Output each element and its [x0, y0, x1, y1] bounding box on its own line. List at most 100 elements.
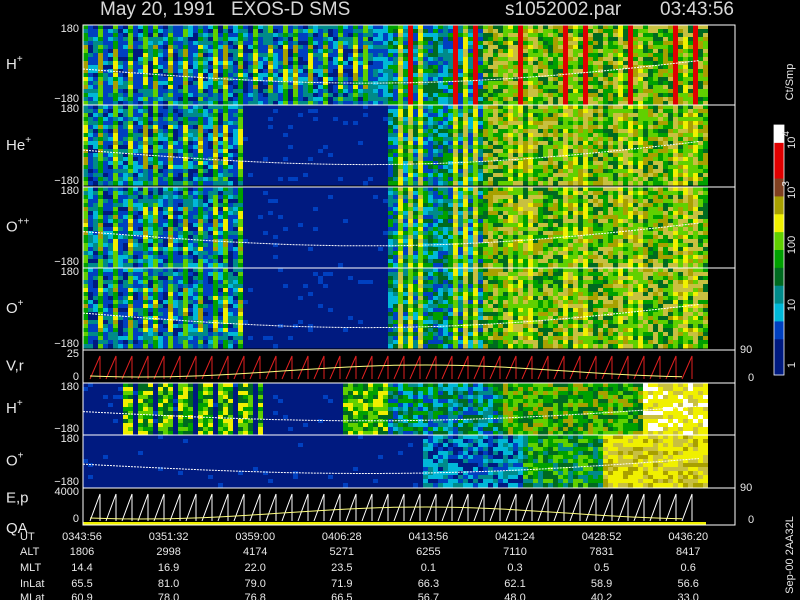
spectrogram-cell — [118, 25, 123, 30]
spectrogram-cell — [603, 81, 608, 86]
spectrogram-cell — [473, 25, 478, 30]
spectrogram-cell — [598, 93, 603, 98]
spectrogram-cell — [698, 169, 703, 174]
spectrogram-cell — [568, 173, 573, 178]
spectrogram-cell — [463, 161, 468, 166]
spectrogram-cell — [358, 109, 363, 114]
spectrogram-cell — [363, 61, 368, 66]
spectrogram-cell — [553, 141, 558, 146]
spectrogram-cell — [318, 145, 323, 150]
spectrogram-cell — [113, 89, 118, 94]
spectrogram-cell — [203, 49, 208, 54]
spectrogram-cell — [688, 33, 693, 38]
spectrogram-cell — [643, 85, 648, 90]
spectrogram-cell — [323, 153, 328, 158]
spectrogram-cell — [253, 105, 258, 110]
spectrogram-cell — [183, 105, 188, 110]
spectrogram-cell — [258, 149, 263, 154]
spectrogram-cell — [268, 161, 273, 166]
spectrogram-cell — [268, 25, 273, 30]
spectrogram-cell — [633, 165, 638, 170]
spectrogram-cell — [178, 97, 183, 102]
spectrogram-cell — [258, 157, 263, 162]
spectrogram-cell — [598, 41, 603, 46]
spectrogram-cell — [98, 177, 103, 182]
spectrogram-cell — [233, 169, 238, 174]
spectrogram-cell — [638, 169, 643, 174]
spectrogram-cell — [518, 177, 523, 182]
spectrogram-cell — [108, 153, 113, 158]
spectrogram-cell — [648, 173, 653, 178]
spectrogram-cell — [453, 149, 458, 154]
spectrogram-cell — [548, 113, 553, 118]
spectrogram-cell — [118, 49, 123, 54]
spectrogram-cell — [428, 157, 433, 162]
spectrogram-cell — [223, 53, 228, 58]
spectrogram-cell — [243, 117, 248, 122]
spectrogram-cell — [513, 113, 518, 118]
spectrogram-cell — [543, 181, 548, 186]
spectrogram-cell — [98, 113, 103, 118]
spectrogram-cell — [233, 153, 238, 158]
spectrogram-cell — [103, 153, 108, 158]
spectrogram-cell — [688, 85, 693, 90]
spectrogram-cell — [528, 173, 533, 178]
spectrogram-cell — [438, 45, 443, 50]
spectrogram-cell — [183, 97, 188, 102]
spectrogram-cell — [293, 141, 298, 146]
spectrogram-cell — [158, 117, 163, 122]
spectrogram-cell — [483, 149, 488, 154]
spectrogram-cell — [203, 153, 208, 158]
spectrogram-cell — [348, 153, 353, 158]
spectrogram-cell — [563, 121, 568, 126]
spectrogram-cell — [543, 125, 548, 130]
spectrogram-cell — [653, 157, 658, 162]
spectrogram-cell — [638, 153, 643, 158]
spectrogram-cell — [173, 181, 178, 186]
spectrogram-cell — [598, 81, 603, 86]
spectrogram-cell — [208, 165, 213, 170]
spectrogram-cell — [298, 117, 303, 122]
spectrogram-cell — [508, 53, 513, 58]
spectrogram-cell — [453, 49, 458, 54]
spectrogram-cell — [228, 33, 233, 38]
spectrogram-cell — [368, 81, 373, 86]
spectrogram-cell — [368, 29, 373, 34]
spectrogram-cell — [503, 157, 508, 162]
spectrogram-cell — [533, 141, 538, 146]
spectrogram-cell — [483, 57, 488, 62]
spectrogram-cell — [218, 173, 223, 178]
spectrogram-cell — [503, 161, 508, 166]
spectrogram-cell — [588, 89, 593, 94]
spectrogram-cell — [138, 145, 143, 150]
spectrogram-cell — [478, 113, 483, 118]
spectrogram-cell — [518, 73, 523, 78]
spectrogram-cell — [213, 161, 218, 166]
spectrogram-cell — [488, 169, 493, 174]
spectrogram-cell — [633, 25, 638, 30]
spectrogram-cell — [233, 77, 238, 82]
spectrogram-cell — [218, 101, 223, 106]
spectrogram-cell — [648, 133, 653, 138]
spectrogram-cell — [553, 173, 558, 178]
spectrogram-cell — [303, 133, 308, 138]
spectrogram-cell — [223, 29, 228, 34]
spectrogram-cell — [588, 65, 593, 70]
spectrogram-cell — [518, 153, 523, 158]
spectrogram-cell — [553, 41, 558, 46]
spectrogram-cell — [313, 73, 318, 78]
spectrogram-cell — [123, 65, 128, 70]
spectrogram-cell — [323, 129, 328, 134]
spectrogram-cell — [683, 145, 688, 150]
spectrogram-cell — [613, 33, 618, 38]
spectrogram-cell — [643, 137, 648, 142]
spectrogram-cell — [403, 129, 408, 134]
spectrogram-cell — [433, 33, 438, 38]
spectrogram-cell — [468, 25, 473, 30]
spectrogram-cell — [648, 85, 653, 90]
spectrogram-cell — [278, 89, 283, 94]
spectrogram-cell — [278, 77, 283, 82]
spectrogram-cell — [468, 161, 473, 166]
spectrogram-cell — [608, 25, 613, 30]
spectrogram-cell — [408, 69, 413, 74]
